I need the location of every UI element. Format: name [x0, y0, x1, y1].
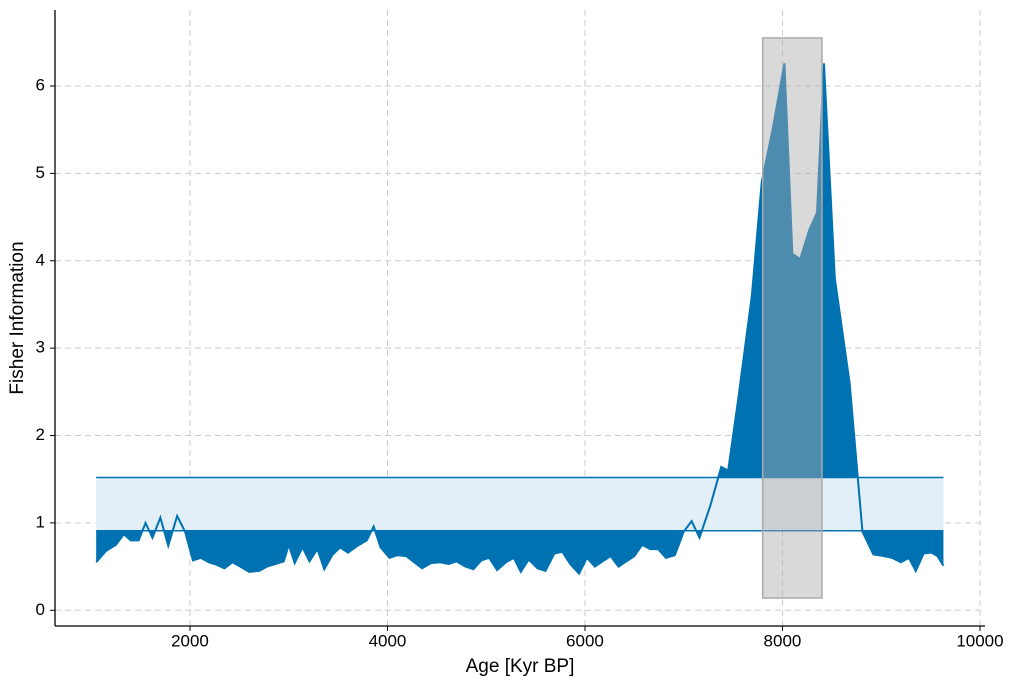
threshold-band: [96, 477, 944, 531]
fill-above: [718, 63, 858, 478]
x-tick-label: 6000: [566, 631, 604, 650]
x-tick-label: 10000: [956, 631, 1003, 650]
highlight-box: [761, 37, 823, 599]
y-tick-label: 5: [36, 163, 45, 182]
y-tick-label: 2: [36, 425, 45, 444]
fill-below: [96, 530, 944, 574]
y-tick-label: 6: [36, 76, 45, 95]
y-tick-label: 0: [36, 600, 45, 619]
y-tick-label: 3: [36, 338, 45, 357]
y-tick-label: 4: [36, 250, 45, 269]
x-tick-label: 4000: [369, 631, 407, 650]
x-tick-label: 8000: [764, 631, 802, 650]
y-axis-label: Fisher Information: [7, 241, 28, 394]
x-axis-label: Age [Kyr BP]: [466, 656, 575, 677]
y-tick-label: 1: [36, 512, 45, 531]
fi-line: [95, 63, 945, 576]
x-tick-label: 2000: [171, 631, 209, 650]
